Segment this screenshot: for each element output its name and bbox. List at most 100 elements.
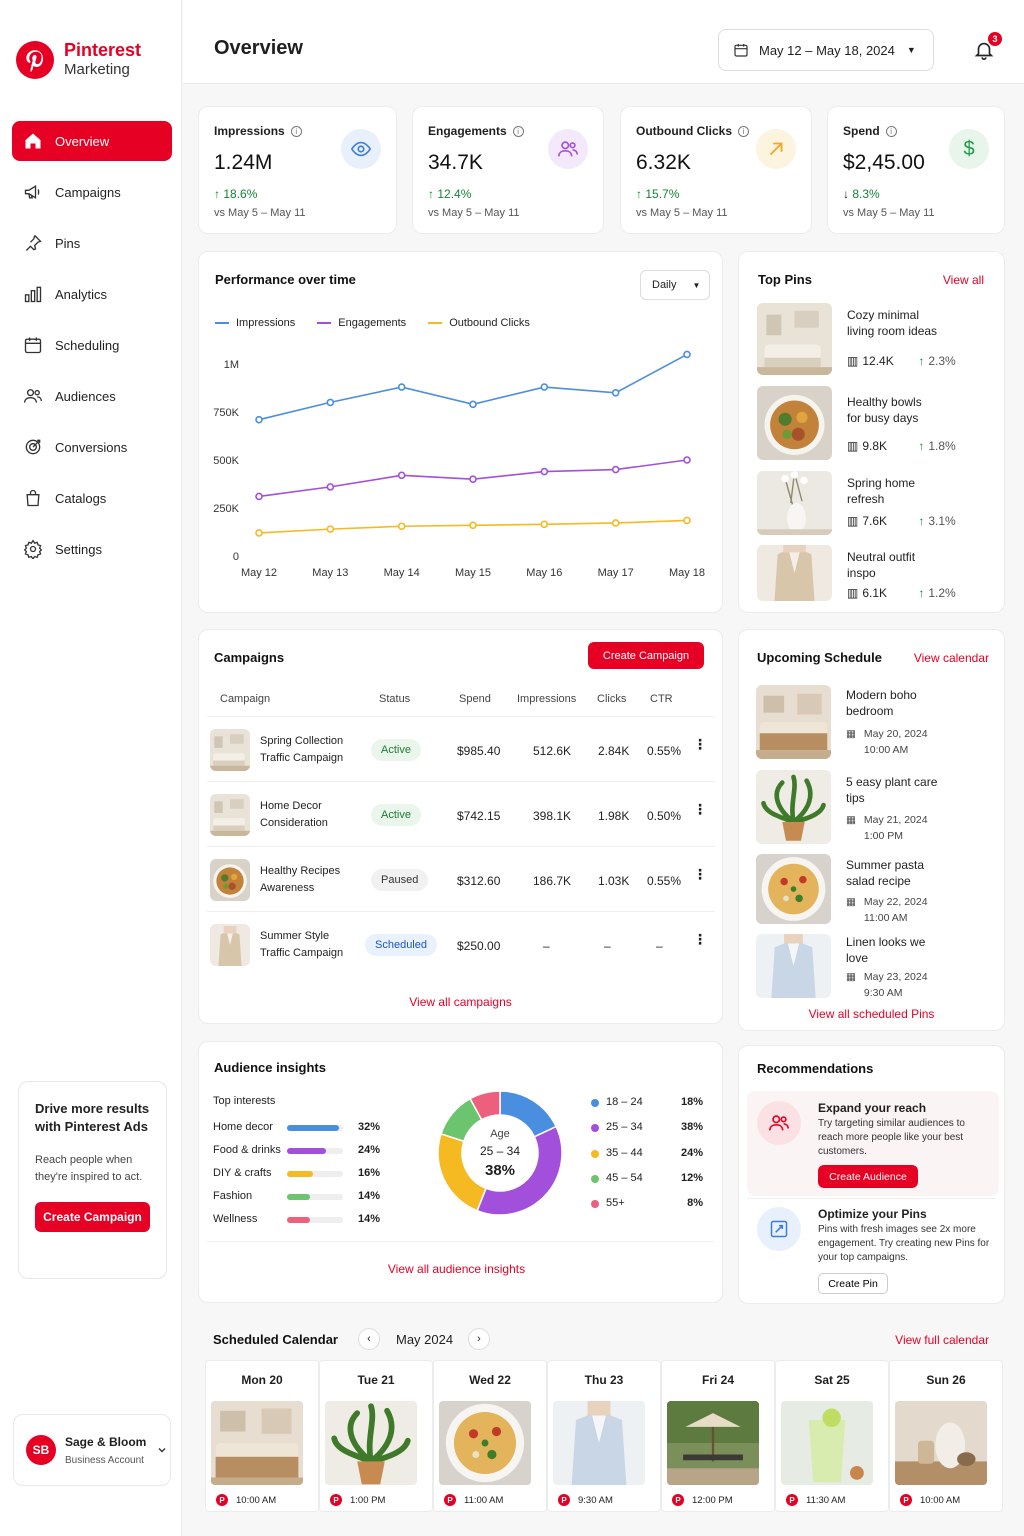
col-header[interactable]: CTR <box>650 693 673 705</box>
schedule-thumbnail[interactable] <box>756 934 831 998</box>
promo-create-campaign-button[interactable]: Create Campaign <box>35 1202 150 1232</box>
campaign-name[interactable]: Summer Style Traffic Campaign <box>260 930 344 959</box>
calendar-next-button[interactable]: › <box>468 1328 490 1350</box>
data-point[interactable] <box>469 475 477 483</box>
pin-title[interactable]: Neutral outfit inspo <box>847 550 916 580</box>
data-point[interactable] <box>683 456 691 464</box>
info-icon[interactable]: i <box>738 125 749 137</box>
info-icon[interactable]: i <box>512 125 524 137</box>
table-row[interactable]: Summer Style Traffic Campaign Scheduled … <box>207 911 715 976</box>
brand[interactable]: Pinterest Marketing <box>16 40 141 80</box>
day-pin-image[interactable] <box>781 1401 873 1485</box>
day-pin-image[interactable] <box>211 1401 303 1485</box>
sidebar-item-catalogs[interactable]: Catalogs <box>12 478 172 518</box>
col-header[interactable]: Spend <box>459 693 491 705</box>
data-point[interactable] <box>540 520 549 529</box>
pin-thumbnail[interactable] <box>757 386 832 460</box>
view-all-audience-link[interactable]: View all audience insights <box>387 1262 526 1276</box>
donut-slice[interactable] <box>469 1090 501 1121</box>
calendar-day[interactable]: Wed 22 P 11:00 AM <box>433 1360 547 1512</box>
sidebar-item-analytics[interactable]: Analytics <box>12 274 172 314</box>
account-switcher[interactable]: SB Sage & Bloom Business Account <box>13 1414 171 1486</box>
calendar-day[interactable]: Sun 26 P 10:00 AM <box>889 1360 1003 1512</box>
view-all-scheduled-link[interactable]: View all scheduled Pins <box>808 1007 935 1021</box>
day-pin-image[interactable] <box>667 1401 759 1485</box>
table-row[interactable]: Spring Collection Traffic Campaign Activ… <box>207 716 715 781</box>
more-icon[interactable]: ⋮ <box>693 801 707 817</box>
data-point[interactable] <box>469 400 477 409</box>
day-pin-image[interactable] <box>553 1401 645 1485</box>
schedule-title[interactable]: 5 easy plant care tips <box>846 775 938 805</box>
create-audience-button[interactable]: Create Audience <box>818 1165 918 1188</box>
schedule-title[interactable]: Modern boho bedroom <box>846 688 917 718</box>
data-point[interactable] <box>326 398 335 407</box>
performance-line-chart[interactable]: 0 250K 500K 750K 1M May 12 May 13 May 14 May 15 M… <box>199 252 724 614</box>
col-header[interactable]: Clicks <box>597 693 627 705</box>
calendar-prev-button[interactable]: ‹ <box>358 1328 380 1350</box>
data-point[interactable] <box>397 522 406 531</box>
day-pin-image[interactable] <box>325 1401 417 1485</box>
campaign-name[interactable]: Spring Collection Traffic Campaign <box>260 735 344 764</box>
col-header[interactable]: Campaign <box>220 693 271 705</box>
schedule-thumbnail[interactable] <box>756 854 831 924</box>
sidebar-item-pins[interactable]: Pins <box>12 223 172 263</box>
notifications-button[interactable]: 3 <box>973 32 1002 62</box>
day-pin-image[interactable] <box>439 1401 531 1485</box>
data-point[interactable] <box>326 525 335 533</box>
date-range-picker[interactable]: May 12 – May 18, 2024 ▼ <box>718 29 934 71</box>
data-point[interactable] <box>255 415 263 424</box>
more-icon[interactable]: ⋮ <box>693 931 707 947</box>
table-row[interactable]: Home Decor Consideration Active $742.15 … <box>207 781 715 846</box>
schedule-thumbnail[interactable] <box>756 770 831 844</box>
data-point[interactable] <box>255 492 263 501</box>
info-icon[interactable]: i <box>885 125 897 137</box>
data-point[interactable] <box>397 471 406 480</box>
data-point[interactable] <box>397 383 406 391</box>
view-full-calendar-link[interactable]: View full calendar <box>895 1333 989 1347</box>
sidebar-item-conversions[interactable]: Conversions <box>12 427 172 467</box>
calendar-day[interactable]: Sat 25 P 11:30 AM <box>775 1360 889 1512</box>
day-pin-image[interactable] <box>895 1401 987 1485</box>
top-pins-view-all-link[interactable]: View all <box>942 273 984 287</box>
data-point[interactable] <box>611 465 620 474</box>
data-point[interactable] <box>540 467 549 476</box>
sidebar-item-settings[interactable]: Settings <box>12 529 172 569</box>
pin-thumbnail[interactable] <box>757 545 832 601</box>
age-donut-chart[interactable] <box>425 1078 575 1228</box>
data-point[interactable] <box>611 519 620 527</box>
more-icon[interactable]: ⋮ <box>693 866 707 882</box>
col-header[interactable]: Impressions <box>517 693 577 705</box>
sidebar-item-campaigns[interactable]: Campaigns <box>12 172 172 212</box>
data-point[interactable] <box>469 521 477 530</box>
create-campaign-button[interactable]: Create Campaign <box>588 642 704 669</box>
col-header[interactable]: Status <box>379 693 411 705</box>
schedule-title[interactable]: Linen looks we love <box>846 935 926 965</box>
calendar-day[interactable]: Fri 24 P 12:00 PM <box>661 1360 775 1512</box>
view-all-campaigns-link[interactable]: View all campaigns <box>409 995 512 1009</box>
donut-slice[interactable] <box>476 1125 563 1216</box>
calendar-day[interactable]: Thu 23 P 9:30 AM <box>547 1360 661 1512</box>
sidebar-item-overview[interactable]: Overview <box>12 121 172 161</box>
sidebar-item-audiences[interactable]: Audiences <box>12 376 172 416</box>
pin-title[interactable]: Cozy minimal living room ideas <box>847 308 938 338</box>
pin-thumbnail[interactable] <box>757 303 832 375</box>
calendar-day[interactable]: Tue 21 P 1:00 PM <box>319 1360 433 1512</box>
more-icon[interactable]: ⋮ <box>693 736 707 752</box>
schedule-title[interactable]: Summer pasta salad recipe <box>846 858 925 888</box>
data-point[interactable] <box>683 350 691 359</box>
info-icon[interactable]: i <box>290 125 302 137</box>
pin-title[interactable]: Spring home refresh <box>847 476 916 506</box>
campaign-name[interactable]: Home Decor Consideration <box>260 800 328 829</box>
calendar-day[interactable]: Mon 20 P 10:00 AM <box>205 1360 319 1512</box>
create-pin-button[interactable]: Create Pin <box>818 1273 888 1294</box>
table-row[interactable]: Healthy Recipes Awareness Paused $312.60… <box>207 846 715 911</box>
sidebar-item-scheduling[interactable]: Scheduling <box>12 325 172 365</box>
data-point[interactable] <box>540 383 549 391</box>
data-point[interactable] <box>255 529 263 537</box>
data-point[interactable] <box>326 483 335 491</box>
data-point[interactable] <box>611 389 620 397</box>
pin-thumbnail[interactable] <box>757 471 832 535</box>
pin-title[interactable]: Healthy bowls for busy days <box>847 395 922 425</box>
schedule-thumbnail[interactable] <box>756 685 831 759</box>
campaign-name[interactable]: Healthy Recipes Awareness <box>260 865 341 894</box>
